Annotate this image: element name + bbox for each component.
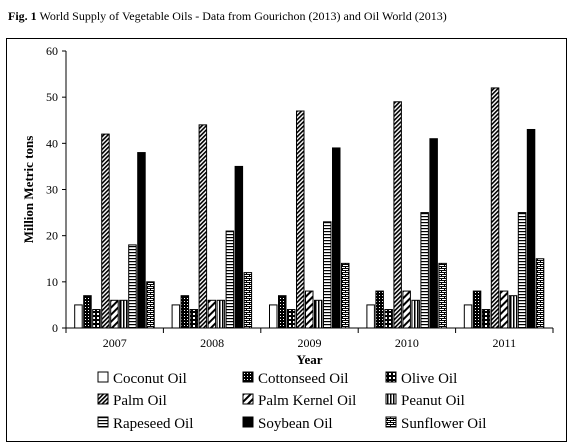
bar (234, 165, 244, 329)
chart-frame (6, 38, 567, 442)
legend-swatch (97, 393, 109, 405)
bar (180, 295, 190, 329)
bar (323, 221, 332, 329)
bar (490, 87, 500, 329)
y-axis-label: Million Metric tons (21, 136, 36, 244)
axes: 0 10 20 30 40 50 60 2007 2008 2009 2010 2011 Million… (21, 44, 554, 367)
legend-label: Palm Oil (113, 393, 167, 409)
bar (535, 258, 545, 329)
legend-label: Olive Oil (401, 371, 457, 387)
x-tick-label: 2009 (298, 336, 322, 350)
bar (137, 152, 146, 329)
bar (438, 262, 447, 329)
y-tick-label: 50 (46, 90, 58, 104)
x-tick-label: 2008 (200, 336, 224, 350)
bar (332, 147, 341, 329)
bar (128, 244, 137, 329)
bar (499, 290, 509, 329)
bar (189, 309, 199, 329)
legend-swatch (385, 416, 397, 428)
x-axis-label: Year (297, 352, 323, 367)
bar (429, 138, 438, 329)
bar (463, 304, 473, 329)
bar (278, 295, 287, 329)
bar (420, 212, 429, 329)
y-tick-label: 40 (46, 136, 58, 150)
bar (472, 290, 482, 329)
bar (341, 262, 350, 329)
y-tick-label: 60 (46, 44, 58, 58)
bar (119, 299, 128, 329)
bar (314, 299, 323, 329)
bar (411, 299, 420, 329)
legend-swatch (385, 393, 397, 405)
bar (225, 230, 235, 329)
legend-label: Coconut Oil (113, 371, 187, 387)
bar (526, 128, 536, 329)
legend-swatch (385, 371, 397, 383)
chart-title-text: World Supply of Vegetable Oils - Data fr… (39, 9, 447, 23)
bar (296, 110, 305, 329)
bar (402, 290, 411, 329)
bar (92, 309, 101, 329)
legend-swatch (97, 371, 109, 383)
bar (305, 290, 314, 329)
x-tick-label: 2007 (103, 336, 127, 350)
bar (366, 304, 375, 329)
chart-title: Fig. 1 World Supply of Vegetable Oils - … (8, 9, 447, 24)
legend-swatch (97, 416, 109, 428)
bar (216, 299, 226, 329)
y-tick-label: 30 (46, 183, 58, 197)
bar (146, 281, 155, 329)
legend-label: Palm Kernel Oil (258, 393, 356, 409)
legend-label: Soybean Oil (258, 416, 333, 432)
legend-label: Sunflower Oil (401, 416, 486, 432)
legend-label: Cottonseed Oil (258, 371, 348, 387)
legend-swatch (242, 393, 254, 405)
bar (375, 290, 384, 329)
legend-label: Peanut Oil (401, 393, 465, 409)
bars (74, 87, 545, 329)
legend-swatch (242, 416, 254, 428)
bar (83, 295, 92, 329)
bar (269, 304, 278, 329)
legend-swatch (242, 371, 254, 383)
x-tick-label: 2011 (493, 336, 517, 350)
bar (198, 124, 208, 329)
bar (481, 309, 491, 329)
bar (243, 272, 253, 329)
bar (207, 299, 217, 329)
bar (74, 304, 83, 329)
bar (384, 309, 393, 329)
bar (508, 295, 518, 329)
bar (517, 212, 527, 329)
bar (110, 299, 119, 329)
bar (171, 304, 181, 329)
y-tick-label: 20 (46, 229, 58, 243)
x-tick-label: 2010 (395, 336, 419, 350)
figure-number: Fig. 1 (8, 9, 37, 23)
legend-label: Rapeseed Oil (113, 416, 193, 432)
y-tick-label: 0 (52, 321, 58, 335)
legend: Coconut Oil Cottonseed Oil Olive Oil Palm O… (97, 371, 486, 432)
bar (393, 101, 402, 329)
y-tick-label: 10 (46, 275, 58, 289)
bar (287, 309, 296, 329)
bar (101, 133, 110, 329)
